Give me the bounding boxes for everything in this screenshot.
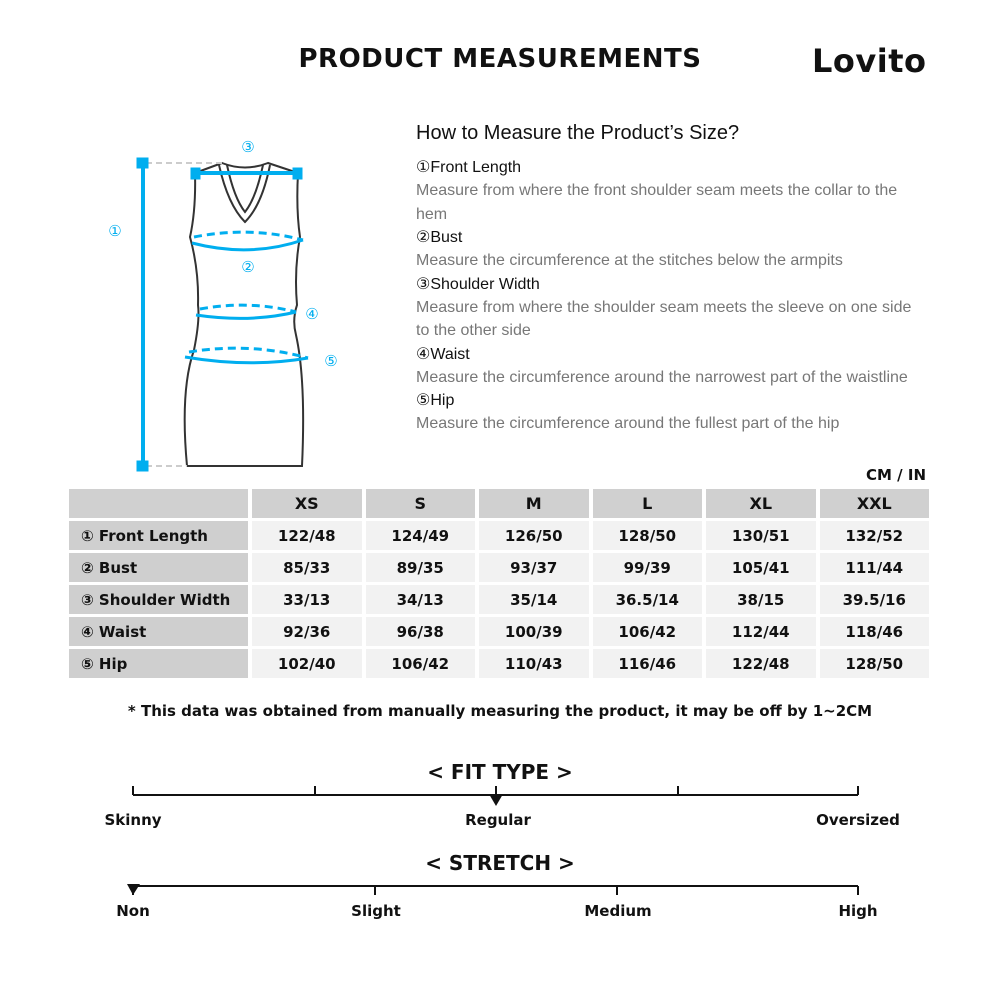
stretch-label-non: Non: [116, 902, 150, 920]
marker-2: ②: [241, 258, 254, 276]
row-label: ⑤ Hip: [69, 649, 248, 678]
stretch-title: < STRETCH >: [425, 851, 575, 875]
step-title: ②Bust: [416, 229, 463, 246]
step-title: ④Waist: [416, 345, 470, 363]
size-header-cell: S: [365, 489, 475, 518]
stretch-selected-marker-icon: [127, 884, 140, 895]
value-cell: 130/51: [706, 521, 816, 550]
unit-label: CM / IN: [866, 466, 926, 484]
fit-selected-marker-icon: [489, 794, 503, 806]
table-header-row: XS S M L XL XXL: [69, 489, 929, 518]
brand-logo: Lovito: [812, 42, 927, 80]
value-cell: 116/46: [592, 649, 702, 678]
fit-label-oversized: Oversized: [816, 811, 900, 829]
stretch-scale: [132, 885, 859, 895]
value-cell: 128/50: [592, 521, 702, 550]
fit-label-skinny: Skinny: [104, 811, 162, 829]
marker-5: ⑤: [324, 352, 337, 370]
value-cell: 106/42: [365, 649, 475, 678]
table-row: ② Bust 85/33 89/35 93/37 99/39 105/41 111/44: [69, 553, 929, 582]
value-cell: 132/52: [819, 521, 929, 550]
value-cell: 128/50: [819, 649, 929, 678]
measure-lines: [136, 157, 309, 472]
step-title: ③Shoulder Width: [416, 275, 540, 293]
fit-type-title: < FIT TYPE >: [427, 760, 573, 784]
value-cell: 111/44: [819, 553, 929, 582]
value-cell: 110/43: [479, 649, 589, 678]
measurement-note: * This data was obtained from manually m…: [127, 702, 873, 720]
size-table: XS S M L XL XXL ① Front Length 122/48 124/49 126/…: [69, 489, 929, 681]
marker-3: ③: [241, 138, 254, 156]
size-header-cell: M: [479, 489, 589, 518]
value-cell: 126/50: [479, 521, 589, 550]
step-desc: Measure the circumference around the ful…: [416, 415, 840, 432]
step-desc: Measure the circumference around the nar…: [416, 368, 908, 386]
size-header-cell: L: [592, 489, 702, 518]
stretch-label-high: High: [838, 902, 878, 920]
step-desc: Measure from where the front shoulder se…: [416, 182, 898, 223]
marker-1: ①: [108, 222, 121, 240]
table-row: ③ Shoulder Width 33/13 34/13 35/14 36.5/14 38…: [69, 585, 929, 614]
dress-measurement-illustration: ① ② ③ ④ ⑤: [108, 138, 338, 472]
value-cell: 118/46: [819, 617, 929, 646]
value-cell: 35/14: [479, 585, 589, 614]
value-cell: 36.5/14: [592, 585, 702, 614]
value-cell: 100/39: [479, 617, 589, 646]
step-desc: Measure from where the shoulder seam mee…: [416, 298, 912, 340]
stretch-label-slight: Slight: [351, 902, 401, 920]
value-cell: 96/38: [365, 617, 475, 646]
size-header-cell: XS: [252, 489, 362, 518]
value-cell: 85/33: [252, 553, 362, 582]
value-cell: 112/44: [706, 617, 816, 646]
stretch-label-medium: Medium: [584, 902, 652, 920]
guide-lines: [146, 162, 222, 467]
value-cell: 34/13: [365, 585, 475, 614]
guide-heading: How to Measure the Product’s Size?: [416, 122, 740, 144]
row-label: ③ Shoulder Width: [69, 585, 248, 614]
value-cell: 33/13: [252, 585, 362, 614]
table-row: ⑤ Hip 102/40 106/42 110/43 116/46 122/48 128/5…: [69, 649, 929, 678]
table-row: ④ Waist 92/36 96/38 100/39 106/42 112/44 118/4…: [69, 617, 929, 646]
step-title: ⑤Hip: [416, 392, 455, 409]
value-cell: 92/36: [252, 617, 362, 646]
marker-4: ④: [305, 305, 318, 323]
step-desc: Measure the circumference at the stitche…: [416, 252, 843, 269]
fit-label-regular: Regular: [465, 811, 531, 829]
value-cell: 39.5/16: [819, 585, 929, 614]
value-cell: 105/41: [706, 553, 816, 582]
size-header-cell: XL: [706, 489, 816, 518]
value-cell: 93/37: [479, 553, 589, 582]
scales: [127, 786, 859, 895]
value-cell: 122/48: [706, 649, 816, 678]
step-title: ①Front Length: [416, 159, 522, 176]
dress-outline: [183, 161, 305, 467]
value-cell: 122/48: [252, 521, 362, 550]
row-label: ② Bust: [69, 553, 248, 582]
value-cell: 102/40: [252, 649, 362, 678]
row-label: ④ Waist: [69, 617, 248, 646]
size-header-cell: XXL: [819, 489, 929, 518]
header-corner-cell: [69, 489, 248, 518]
value-cell: 99/39: [592, 553, 702, 582]
measure-steps: ①Front Length Measure from where the fro…: [416, 156, 916, 436]
value-cell: 89/35: [365, 553, 475, 582]
value-cell: 38/15: [706, 585, 816, 614]
value-cell: 106/42: [592, 617, 702, 646]
table-row: ① Front Length 122/48 124/49 126/50 128/50 13…: [69, 521, 929, 550]
row-label: ① Front Length: [69, 521, 248, 550]
page-title: PRODUCT MEASUREMENTS: [298, 44, 702, 74]
value-cell: 124/49: [365, 521, 475, 550]
fit-scale: [132, 786, 859, 796]
